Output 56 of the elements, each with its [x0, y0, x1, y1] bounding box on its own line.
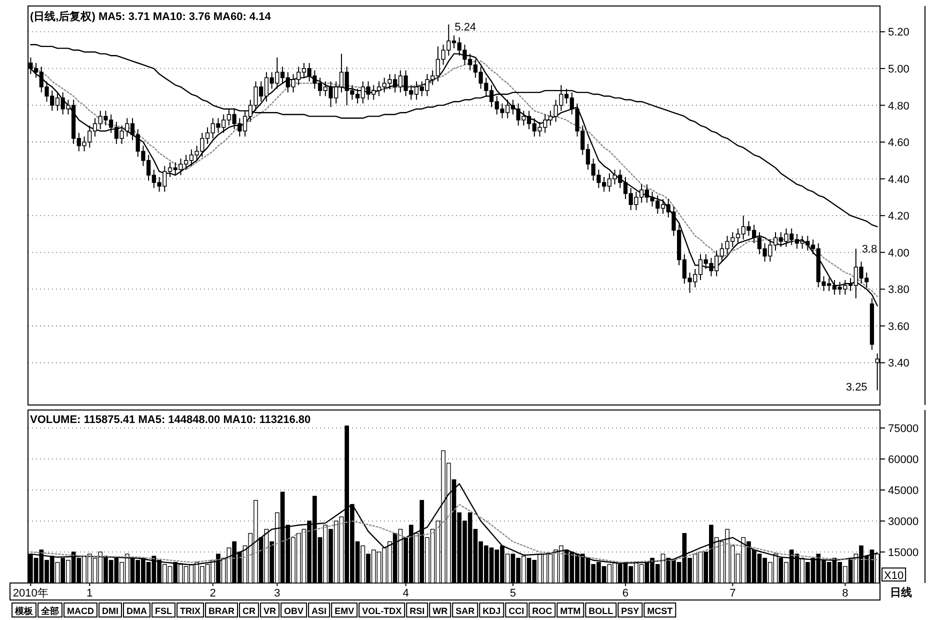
y-tick-label: 30000: [888, 516, 919, 528]
text: DMI: [102, 606, 118, 616]
text: TRIX: [180, 606, 201, 616]
text: MCST: [647, 606, 674, 616]
text: RSI: [410, 606, 425, 616]
text: ROC: [532, 606, 553, 616]
y-tick-label: 4.40: [888, 174, 910, 186]
text: 全部: [40, 606, 59, 616]
text: SAR: [456, 606, 476, 616]
annotation: 3.25: [846, 381, 868, 394]
y-tick-label: 4.80: [888, 100, 910, 112]
x-tick-label: 8: [842, 588, 848, 600]
x-tick-label: 2010年: [12, 588, 48, 600]
y-tick-label: 5.00: [888, 64, 910, 76]
y-tick-label: 4.60: [888, 137, 910, 150]
y-tick-label: 4.20: [888, 210, 910, 223]
text: MTM: [560, 606, 581, 616]
line-series: [30, 504, 878, 563]
text: FSL: [155, 606, 172, 616]
text: (日线,后复权) MA5: 3.71 MA10: 3.76 MA60: 4.14: [30, 10, 272, 23]
y-tick-label: 3.40: [888, 358, 910, 370]
x-tick-label: 6: [622, 588, 629, 600]
y-tick-label: 4.00: [888, 247, 910, 260]
x-tick-label: 2: [210, 588, 216, 600]
x-tick-label: 7: [730, 588, 736, 600]
text: CR: [242, 606, 256, 616]
chart-title: VOLUME: 115875.41 MA5: 144848.00 MA10: 113216.80: [30, 414, 311, 426]
y-tick-label: 60000: [888, 454, 919, 466]
x-tick-label: 3: [274, 588, 280, 600]
annotation: 5.24: [454, 21, 476, 34]
text: BOLL: [588, 606, 614, 616]
text: VR: [264, 606, 277, 616]
text: ASI: [312, 606, 327, 616]
y-tick-label: 75000: [888, 422, 919, 435]
text: PSY: [621, 606, 640, 616]
annotation: 3.8: [862, 244, 878, 256]
text: CCI: [508, 606, 524, 616]
text: VOL-TDX: [362, 606, 402, 616]
text: OBV: [284, 606, 304, 616]
text: X10: [884, 570, 904, 582]
y-tick-label: 15000: [888, 546, 919, 559]
text: 日线: [890, 586, 912, 599]
text: 模板: [14, 606, 34, 616]
text: EMV: [334, 606, 354, 616]
x-tick-label: 5: [510, 588, 516, 600]
text: BRAR: [208, 606, 236, 616]
y-tick-label: 3.60: [888, 320, 910, 333]
text: KDJ: [482, 606, 501, 616]
text: MACD: [67, 606, 94, 616]
x-tick-label: 4: [402, 588, 409, 600]
text: WR: [432, 606, 448, 616]
y-tick-label: 5.20: [888, 26, 910, 39]
y-tick-label: 3.80: [888, 284, 910, 296]
text: DMA: [126, 606, 148, 616]
y-tick-label: 45000: [888, 484, 919, 497]
x-tick-label: 1: [86, 588, 93, 600]
